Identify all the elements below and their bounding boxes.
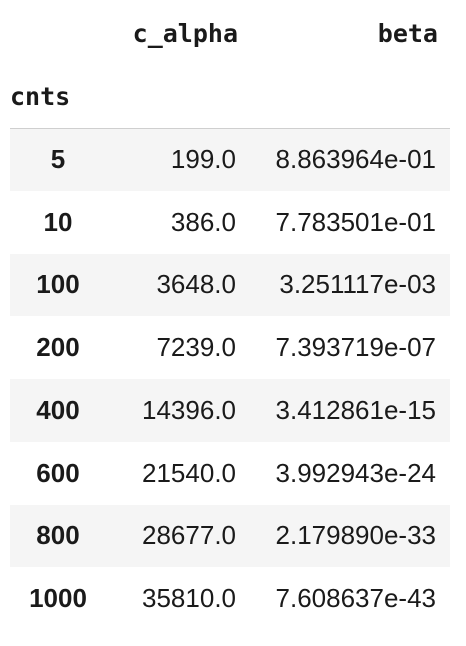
row-index-cnts: 1000 xyxy=(29,583,87,614)
table-row: 1000 35810.0 7.608637e-43 xyxy=(10,567,450,630)
table-row: 200 7239.0 7.393719e-07 xyxy=(10,316,450,379)
cell-c-alpha: 35810.0 xyxy=(142,583,236,614)
column-header-c-alpha: c_alpha xyxy=(132,18,238,48)
index-header-blank xyxy=(10,0,106,66)
cell-beta: 7.608637e-43 xyxy=(275,583,436,614)
row-index-cnts: 10 xyxy=(43,206,73,237)
index-name-spacer xyxy=(250,66,450,128)
cell-beta: 3.992943e-24 xyxy=(275,457,436,488)
table-row: 800 28677.0 2.179890e-33 xyxy=(10,504,450,568)
cell-beta: 3.412861e-15 xyxy=(275,394,436,425)
dataframe-table: c_alpha beta cnts 5 199.0 8.863964e-01 10 38… xyxy=(10,0,450,630)
index-name-row: cnts xyxy=(10,66,450,128)
cell-c-alpha: 21540.0 xyxy=(142,457,236,488)
cell-beta: 7.393719e-07 xyxy=(275,332,436,363)
cell-beta: 8.863964e-01 xyxy=(275,144,436,175)
row-index-cnts: 100 xyxy=(36,269,80,300)
row-index-cnts: 400 xyxy=(36,394,80,425)
column-header-beta: beta xyxy=(377,18,438,48)
table-row: 400 14396.0 3.412861e-15 xyxy=(10,379,450,442)
cell-beta: 7.783501e-01 xyxy=(275,206,436,237)
row-index-cnts: 5 xyxy=(50,144,66,175)
index-name-spacer xyxy=(106,66,250,128)
table-row: 100 3648.0 3.251117e-03 xyxy=(10,253,450,317)
index-name-header: cnts xyxy=(10,82,71,112)
table-row: 10 386.0 7.783501e-01 xyxy=(10,191,450,254)
table-body: 5 199.0 8.863964e-01 10 386.0 7.783501e-01 100… xyxy=(10,128,450,630)
cell-c-alpha: 7239.0 xyxy=(156,332,236,363)
cell-c-alpha: 28677.0 xyxy=(142,520,236,551)
cell-beta: 2.179890e-33 xyxy=(275,520,436,551)
table-row: 5 199.0 8.863964e-01 xyxy=(10,128,450,191)
cell-c-alpha: 14396.0 xyxy=(142,394,236,425)
row-index-cnts: 600 xyxy=(36,457,80,488)
table-row: 600 21540.0 3.992943e-24 xyxy=(10,442,450,505)
cell-c-alpha: 3648.0 xyxy=(156,269,236,300)
cell-c-alpha: 386.0 xyxy=(170,206,236,237)
cell-beta: 3.251117e-03 xyxy=(279,269,436,300)
row-index-cnts: 200 xyxy=(36,332,80,363)
cell-c-alpha: 199.0 xyxy=(170,144,236,175)
column-header-row: c_alpha beta xyxy=(10,0,450,66)
row-index-cnts: 800 xyxy=(36,520,80,551)
